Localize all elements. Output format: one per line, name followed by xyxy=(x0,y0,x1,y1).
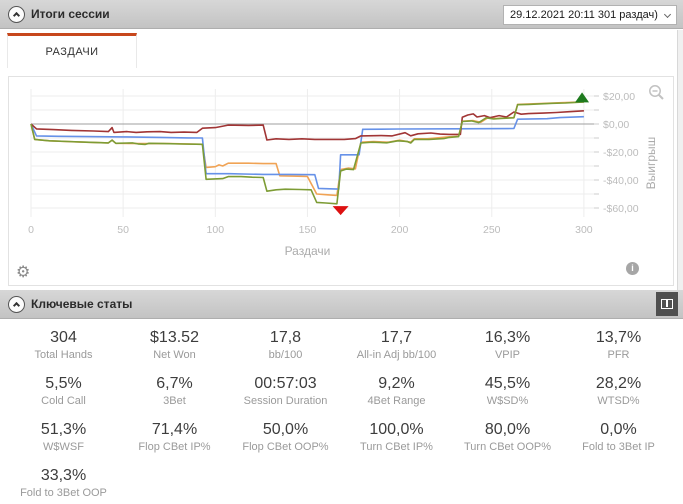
stat-value: 28,2% xyxy=(595,375,642,392)
x-tick-label: 300 xyxy=(575,224,593,236)
stat-item: 00:57:03 Session Duration xyxy=(230,374,341,420)
session-results-header: Итоги сессии 29.12.2021 20:11 301 раздач… xyxy=(0,0,683,29)
stat-value: 51,3% xyxy=(40,421,87,438)
two-column-layout-icon xyxy=(661,299,673,309)
session-select-value: 29.12.2021 20:11 301 раздач) xyxy=(510,9,658,21)
stat-value: 100,0% xyxy=(369,421,424,438)
stat-label: Cold Call xyxy=(41,395,86,407)
stat-label: Fold to 3Bet IP xyxy=(582,441,655,453)
stat-value: 9,2% xyxy=(378,375,415,392)
stat-label: Session Duration xyxy=(243,395,328,407)
stat-item: 17,7 All-in Adj bb/100 xyxy=(341,328,452,374)
session-results-title: Итоги сессии xyxy=(31,7,110,21)
stat-item: 80,0% Turn CBet OOP% xyxy=(452,420,563,466)
stat-item: 5,5% Cold Call xyxy=(8,374,119,420)
stat-item: 71,4% Flop CBet IP% xyxy=(119,420,230,466)
chevron-down-icon xyxy=(663,10,672,19)
stat-value: 17,7 xyxy=(380,329,413,346)
key-stats-header: Ключевые статы xyxy=(0,290,683,319)
stat-item: 13,7% PFR xyxy=(563,328,674,374)
chevron-up-icon xyxy=(12,301,21,310)
stat-label: Total Hands xyxy=(34,349,93,361)
stat-value: 45,5% xyxy=(484,375,531,392)
session-min-marker-icon xyxy=(332,206,349,216)
stat-label: Fold to 3Bet OOP xyxy=(20,487,107,499)
stat-label: WTSD% xyxy=(597,395,640,407)
stat-value: 6,7% xyxy=(156,375,193,392)
stat-value: 50,0% xyxy=(262,421,309,438)
stat-item: 100,0% Turn CBet IP% xyxy=(341,420,452,466)
stat-label: Flop CBet OOP% xyxy=(242,441,329,453)
stat-value: 71,4% xyxy=(151,421,198,438)
stat-value: 80,0% xyxy=(484,421,531,438)
stat-label: Turn CBet OOP% xyxy=(463,441,551,453)
y-tick-label: -$20,00 xyxy=(603,147,639,159)
chevron-up-icon xyxy=(12,11,21,20)
stat-label: VPIP xyxy=(494,349,521,361)
stats-layout-toggle-button[interactable] xyxy=(656,292,678,316)
stat-value: 0,0% xyxy=(600,421,637,438)
stat-item: 0,0% Fold to 3Bet IP xyxy=(563,420,674,466)
stat-label: Flop CBet IP% xyxy=(138,441,211,453)
zoom-out-icon[interactable] xyxy=(648,84,665,101)
y-tick-label: -$60,00 xyxy=(603,203,639,215)
x-tick-label: 100 xyxy=(207,224,225,236)
stat-label: Turn CBet IP% xyxy=(360,441,433,453)
vertical-scrollbar[interactable] xyxy=(677,30,683,290)
stat-item: 51,3% W$WSF xyxy=(8,420,119,466)
collapse-stats-button[interactable] xyxy=(8,296,25,313)
stat-item: 16,3% VPIP xyxy=(452,328,563,374)
y-tick-label: $20,00 xyxy=(603,91,635,103)
stat-label: All-in Adj bb/100 xyxy=(356,349,437,361)
x-tick-label: 0 xyxy=(28,224,34,236)
series-non-showdown-won xyxy=(30,110,584,141)
stat-item: 45,5% W$SD% xyxy=(452,374,563,420)
stat-value: 00:57:03 xyxy=(254,375,317,392)
stat-value: 17,8 xyxy=(269,329,302,346)
stat-item: 28,2% WTSD% xyxy=(563,374,674,420)
tab-strip: РАЗДАЧИ xyxy=(0,30,683,70)
stat-label: PFR xyxy=(607,349,630,361)
key-stats-title: Ключевые статы xyxy=(31,297,133,311)
stat-item: 50,0% Flop CBet OOP% xyxy=(230,420,341,466)
stat-item: 17,8 bb/100 xyxy=(230,328,341,374)
x-tick-label: 50 xyxy=(117,224,129,236)
stat-value: 33,3% xyxy=(40,467,87,484)
stat-item: $13.52 Net Won xyxy=(119,328,230,374)
series-showdown-won xyxy=(30,115,584,190)
y-tick-label: $0,00 xyxy=(603,119,629,131)
stat-value: $13.52 xyxy=(150,329,199,346)
x-tick-label: 250 xyxy=(483,224,501,236)
stat-label: W$WSF xyxy=(43,441,84,453)
collapse-session-button[interactable] xyxy=(8,6,25,23)
stat-value: 13,7% xyxy=(595,329,642,346)
stat-item: 6,7% 3Bet xyxy=(119,374,230,420)
key-stats-grid: 304 Total Hands $13.52 Net Won 17,8 bb/100 17,… xyxy=(8,328,674,504)
stat-label: 3Bet xyxy=(163,395,186,407)
session-select[interactable]: 29.12.2021 20:11 301 раздач) xyxy=(503,5,677,25)
stat-value: 304 xyxy=(50,329,77,346)
stat-value: 5,5% xyxy=(45,375,82,392)
stat-item: 33,3% Fold to 3Bet OOP xyxy=(8,466,119,504)
stat-item: 9,2% 4Bet Range xyxy=(341,374,452,420)
stat-label: Net Won xyxy=(153,349,196,361)
stat-label: bb/100 xyxy=(268,349,303,361)
x-tick-label: 150 xyxy=(299,224,317,236)
y-axis-label: Выигрыш xyxy=(644,137,658,190)
x-axis-label: Раздачи xyxy=(285,244,331,258)
series-total-won xyxy=(30,101,584,205)
session-max-marker-icon xyxy=(575,92,590,103)
stat-label: 4Bet Range xyxy=(367,395,426,407)
x-tick-label: 200 xyxy=(391,224,409,236)
y-tick-label: -$40,00 xyxy=(603,175,639,187)
info-icon[interactable]: i xyxy=(626,262,639,275)
chart-settings-gear-icon[interactable]: ⚙ xyxy=(16,262,31,281)
winnings-chart-panel: 0 50 100 150 200 250 300 $20,00 $0,00 -$20,00 -$40… xyxy=(8,76,674,286)
tab-hands[interactable]: РАЗДАЧИ xyxy=(7,33,137,68)
stat-value: 16,3% xyxy=(484,329,531,346)
winnings-chart[interactable]: 0 50 100 150 200 250 300 $20,00 $0,00 -$20,00 -$40… xyxy=(9,77,673,285)
stat-label: W$SD% xyxy=(486,395,529,407)
stat-item: 304 Total Hands xyxy=(8,328,119,374)
